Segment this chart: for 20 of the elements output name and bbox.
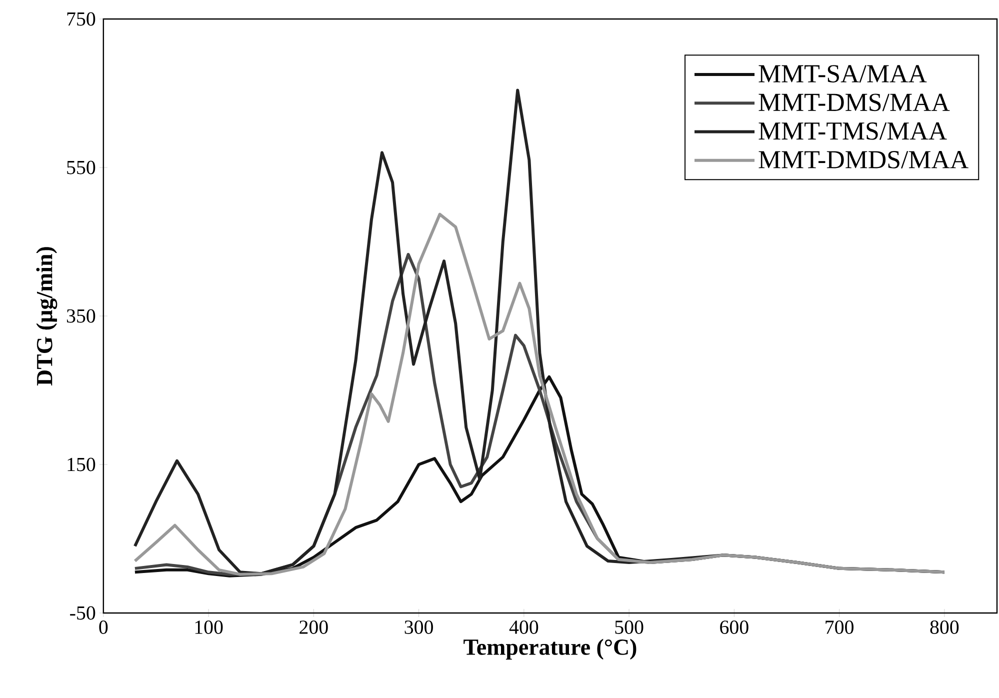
legend-label: MMT-TMS/MAA: [758, 122, 947, 140]
x-tick-label: 0: [99, 620, 108, 634]
x-tick-label: 600: [720, 620, 748, 634]
legend-label: MMT-DMS/MAA: [758, 94, 950, 112]
y-axis-title: DTG (µg/min): [36, 247, 58, 386]
x-tick-label: 200: [300, 620, 328, 634]
x-tick-label: 700: [826, 620, 854, 634]
legend-label: MMT-SA/MAA: [758, 65, 927, 83]
legend-label: MMT-DMDS/MAA: [758, 151, 968, 168]
x-tick-label: 400: [509, 620, 538, 634]
y-tick-label: -50: [70, 606, 96, 620]
x-axis-title: Temperature (°C): [464, 638, 636, 660]
x-tick-label: 800: [930, 620, 959, 634]
y-tick-label: 750: [67, 12, 96, 26]
y-tick-label: 150: [68, 458, 96, 472]
x-tick-label: 500: [615, 620, 644, 634]
y-tick-label: 350: [66, 309, 96, 323]
x-tick-label: 100: [195, 620, 223, 634]
x-tick-label: 300: [404, 620, 433, 634]
y-tick-label: 550: [67, 160, 96, 174]
